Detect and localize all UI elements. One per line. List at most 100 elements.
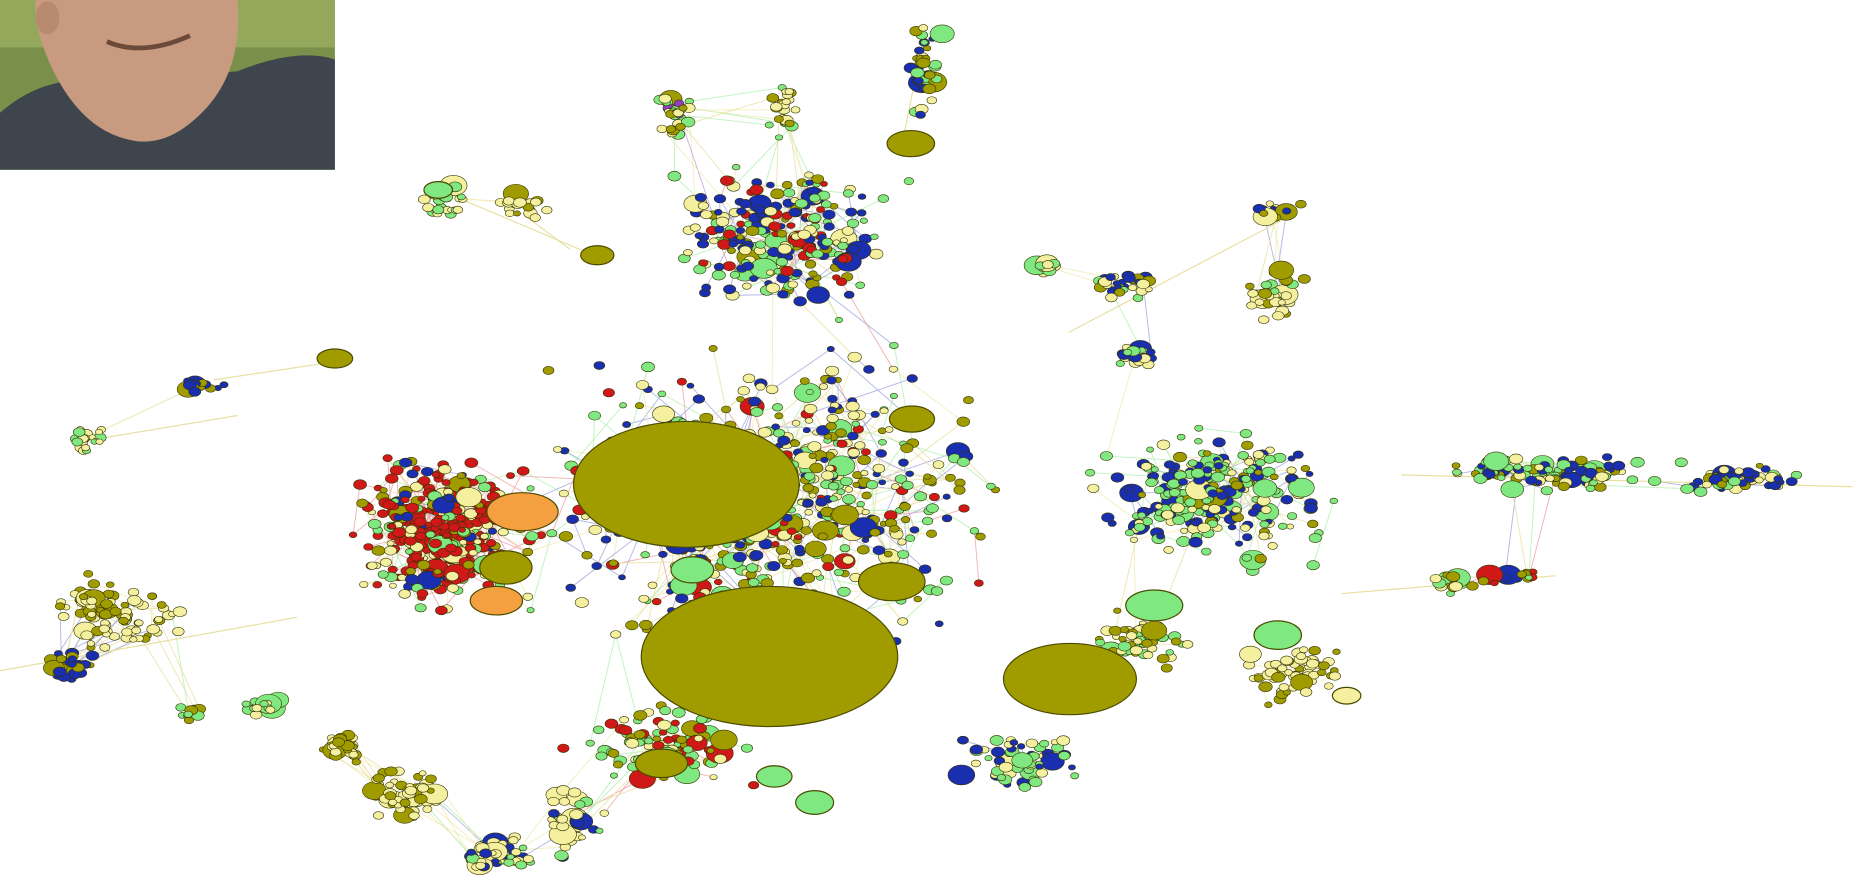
node — [765, 384, 779, 395]
node — [510, 848, 522, 857]
node — [414, 603, 427, 613]
node — [1240, 475, 1252, 483]
node — [816, 206, 826, 213]
node — [1509, 453, 1524, 465]
node — [791, 558, 804, 568]
node — [1674, 457, 1688, 468]
node — [1099, 451, 1113, 461]
node — [1329, 497, 1339, 505]
node — [713, 194, 727, 204]
node — [578, 834, 586, 841]
node — [766, 269, 775, 276]
node — [894, 474, 907, 484]
edge — [777, 407, 788, 438]
node — [736, 234, 745, 241]
node — [80, 630, 94, 641]
node — [445, 543, 457, 553]
node — [808, 213, 822, 223]
node — [356, 498, 369, 508]
node — [808, 193, 821, 203]
node — [1324, 682, 1334, 690]
node — [109, 606, 122, 616]
node — [777, 435, 791, 446]
node — [522, 547, 534, 557]
node — [1254, 553, 1267, 564]
node — [706, 747, 715, 754]
node — [732, 551, 747, 563]
node — [906, 374, 918, 383]
node — [721, 405, 731, 414]
node — [909, 526, 920, 534]
node — [410, 553, 422, 562]
node — [694, 232, 704, 240]
node — [1760, 465, 1771, 473]
node — [156, 601, 167, 609]
node — [1254, 469, 1263, 476]
hub-node — [423, 181, 454, 199]
edge — [767, 547, 846, 579]
node — [558, 797, 570, 806]
hub-node — [634, 748, 689, 779]
node — [715, 216, 730, 227]
node — [793, 534, 803, 541]
edge — [881, 395, 895, 431]
node — [766, 93, 780, 103]
node — [1085, 468, 1096, 477]
node — [820, 200, 832, 209]
node — [574, 800, 586, 809]
hub-node — [1125, 589, 1184, 622]
node — [720, 175, 734, 186]
node — [926, 529, 937, 538]
node — [1564, 466, 1574, 474]
node — [1284, 669, 1293, 676]
node — [625, 738, 640, 749]
node — [790, 106, 801, 114]
node — [1176, 433, 1186, 441]
node — [847, 448, 860, 458]
node — [1194, 424, 1204, 432]
node — [457, 193, 466, 201]
node — [889, 341, 899, 349]
node — [825, 365, 840, 377]
node — [172, 627, 185, 637]
node — [1259, 520, 1270, 528]
node — [846, 218, 860, 228]
node — [608, 559, 619, 567]
node — [861, 508, 870, 516]
node — [1308, 533, 1322, 543]
node — [692, 394, 705, 404]
node — [787, 222, 796, 229]
node — [625, 620, 639, 631]
node — [675, 123, 686, 131]
node — [1741, 467, 1756, 478]
edge — [1590, 484, 1688, 490]
edge — [94, 414, 238, 440]
node — [1113, 607, 1122, 614]
edge — [893, 368, 964, 423]
node — [1292, 450, 1304, 459]
node — [1497, 474, 1506, 481]
node — [72, 427, 86, 437]
node — [776, 229, 787, 238]
hub-node — [479, 550, 533, 585]
node — [713, 753, 727, 764]
node — [451, 506, 463, 515]
node — [770, 188, 785, 200]
node — [1110, 472, 1125, 483]
node — [957, 735, 969, 745]
hub-node — [572, 420, 800, 548]
node — [1255, 458, 1266, 467]
node — [818, 383, 829, 390]
hub-node — [755, 765, 793, 788]
edge — [527, 529, 596, 553]
node — [332, 737, 345, 748]
node — [469, 478, 479, 486]
node — [98, 624, 110, 634]
node — [127, 587, 140, 597]
node — [698, 259, 709, 267]
node — [947, 764, 976, 786]
node — [604, 718, 619, 729]
node — [405, 567, 416, 576]
node — [526, 485, 535, 492]
